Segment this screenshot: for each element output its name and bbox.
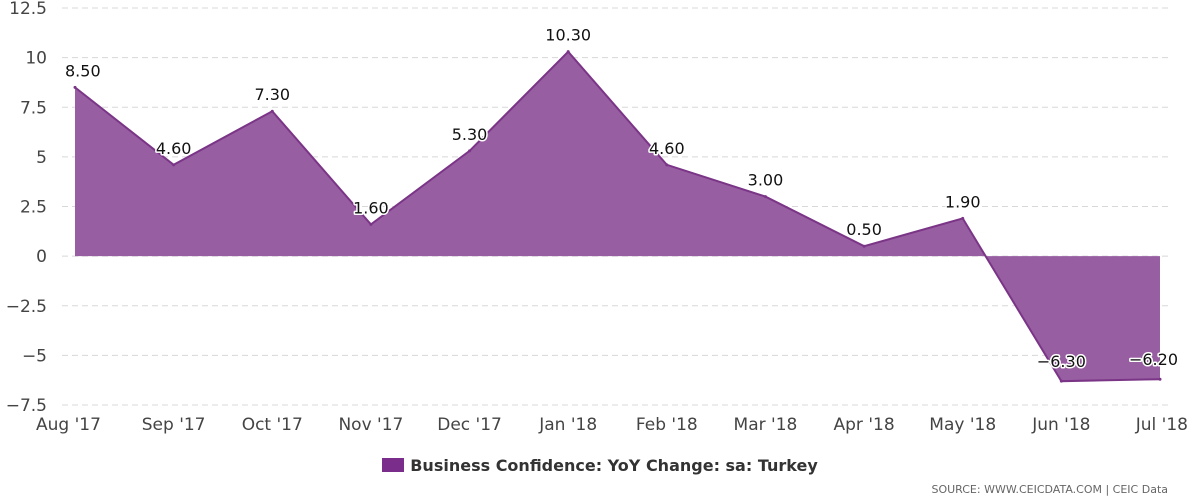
x-tick-label: Dec '17 xyxy=(437,415,502,435)
data-point[interactable] xyxy=(1059,379,1063,383)
data-label: 1.90 xyxy=(945,192,981,211)
data-point[interactable] xyxy=(369,222,373,226)
series-line xyxy=(74,50,1161,383)
y-tick-label: 5 xyxy=(36,148,47,168)
y-tick-label: 0 xyxy=(36,247,47,267)
legend[interactable]: Business Confidence: YoY Change: sa: Tur… xyxy=(0,456,1200,475)
x-tick-label: Nov '17 xyxy=(338,415,403,435)
data-point[interactable] xyxy=(270,109,274,113)
data-label: −6.20 xyxy=(1129,350,1178,369)
y-tick-label: 7.5 xyxy=(20,98,47,118)
data-point[interactable] xyxy=(468,149,472,153)
x-tick-label: May '18 xyxy=(929,415,996,435)
y-tick-label: 10 xyxy=(25,49,47,69)
data-point[interactable] xyxy=(961,216,965,220)
data-point[interactable] xyxy=(665,163,669,167)
legend-swatch xyxy=(382,458,405,472)
y-axis: 12.5 10 7.5 5 2.5 0 −2.5 −5 −7.5 xyxy=(6,0,47,416)
x-tick-label: Mar '18 xyxy=(734,415,798,435)
data-point[interactable] xyxy=(73,85,77,89)
data-label: −6.30 xyxy=(1037,352,1086,371)
data-label: 8.50 xyxy=(65,61,101,80)
series-area xyxy=(73,50,1162,383)
x-tick-label: Jan '18 xyxy=(538,415,597,435)
data-point[interactable] xyxy=(566,50,570,54)
x-tick-label: Jun '18 xyxy=(1031,415,1090,435)
x-tick-label: Feb '18 xyxy=(636,415,698,435)
data-label: 0.50 xyxy=(846,220,882,239)
data-point[interactable] xyxy=(763,195,767,199)
data-label: 1.60 xyxy=(353,198,389,217)
legend-label: Business Confidence: YoY Change: sa: Tur… xyxy=(410,456,818,475)
x-tick-label: Aug '17 xyxy=(36,415,101,435)
source-note: SOURCE: WWW.CEICDATA.COM | CEIC Data xyxy=(931,483,1168,496)
data-labels: 8.50 4.60 7.30 1.60 5.30 10.30 4.60 3.00 0.50 1.9… xyxy=(64,24,1180,373)
data-label: 4.60 xyxy=(649,139,685,158)
y-tick-label: −2.5 xyxy=(6,297,47,317)
x-tick-label: Jul '18 xyxy=(1135,415,1188,435)
data-point[interactable] xyxy=(862,244,866,248)
x-tick-label: Oct '17 xyxy=(242,415,303,435)
data-label: 3.00 xyxy=(748,171,784,190)
data-label: 7.30 xyxy=(254,85,290,104)
x-axis: Aug '17 Sep '17 Oct '17 Nov '17 Dec '17 Jan '… xyxy=(36,415,1188,435)
x-tick-label: Sep '17 xyxy=(142,415,206,435)
x-tick-label: Apr '18 xyxy=(834,415,895,435)
y-tick-label: 12.5 xyxy=(9,0,47,19)
y-tick-label: 2.5 xyxy=(20,198,47,218)
data-label: 4.60 xyxy=(156,139,192,158)
data-label: 5.30 xyxy=(452,125,488,144)
y-tick-label: −5 xyxy=(22,346,47,366)
data-label: 10.30 xyxy=(545,26,591,45)
data-point[interactable] xyxy=(1158,377,1162,381)
area-fill xyxy=(75,51,1160,382)
data-point[interactable] xyxy=(172,163,176,167)
y-tick-label: −7.5 xyxy=(6,396,47,416)
